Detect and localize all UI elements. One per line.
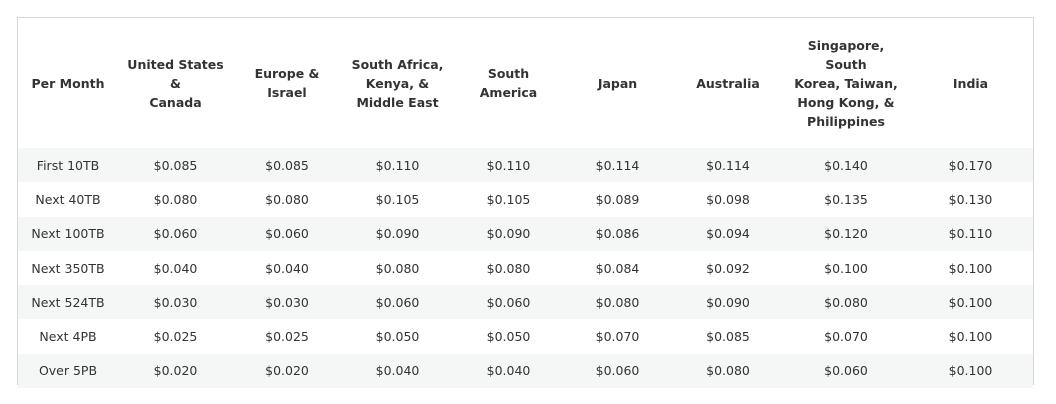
cell-tier: First 10TB — [18, 148, 118, 183]
cell-tier: Next 350TB — [18, 250, 118, 286]
cell-united-states-canada: $0.030 — [118, 285, 233, 320]
cell-singapore-asia: $0.120 — [784, 216, 908, 251]
cell-tier: Next 40TB — [18, 182, 118, 217]
cell-united-states-canada: $0.080 — [118, 182, 233, 217]
cell-united-states-canada: $0.085 — [118, 148, 233, 183]
table-body: First 10TB $0.085 $0.085 $0.110 $0.110 $0.114… — [18, 148, 1033, 389]
table-row: Next 40TB $0.080 $0.080 $0.105 $0.105 $0.089 $… — [18, 182, 1033, 217]
header-south-america: South America — [479, 66, 538, 100]
cell-india: $0.100 — [908, 285, 1033, 320]
cell-south-america: $0.040 — [454, 353, 563, 389]
cell-south-africa-kenya-middle-east: $0.110 — [341, 148, 454, 183]
cell-india: $0.110 — [908, 216, 1033, 251]
cell-tier: Next 100TB — [18, 216, 118, 251]
cell-europe-israel: $0.020 — [233, 353, 341, 389]
cell-japan: $0.070 — [563, 319, 672, 354]
cell-singapore-asia: $0.140 — [784, 148, 908, 183]
cell-singapore-asia: $0.070 — [784, 319, 908, 354]
cell-europe-israel: $0.085 — [233, 148, 341, 183]
header-south-africa-kenya-middle-east: South Africa, Kenya, & Middle East — [351, 56, 444, 110]
pricing-table-frame: Per Month United States & Canada Europe … — [17, 17, 1034, 389]
cell-tier: Next 524TB — [18, 285, 118, 320]
cell-singapore-asia: $0.080 — [784, 285, 908, 320]
cell-india: $0.130 — [908, 182, 1033, 217]
table-row: Next 4PB $0.025 $0.025 $0.050 $0.050 $0.070 $0… — [18, 319, 1033, 354]
cell-singapore-asia: $0.100 — [784, 250, 908, 286]
header-per-month: Per Month — [31, 75, 105, 91]
cell-japan: $0.114 — [563, 148, 672, 183]
cell-south-america: $0.050 — [454, 319, 563, 354]
cell-japan: $0.060 — [563, 353, 672, 389]
cell-australia: $0.090 — [672, 285, 784, 320]
cell-south-america: $0.110 — [454, 148, 563, 183]
header-row: Per Month United States & Canada Europe … — [18, 18, 1033, 148]
cell-japan: $0.086 — [563, 216, 672, 251]
header-japan: Japan — [597, 75, 638, 91]
cell-south-america: $0.105 — [454, 182, 563, 217]
cell-south-africa-kenya-middle-east: $0.105 — [341, 182, 454, 217]
cell-south-america: $0.060 — [454, 285, 563, 320]
cell-tier: Next 4PB — [18, 319, 118, 354]
table-row: Next 524TB $0.030 $0.030 $0.060 $0.060 $0.080… — [18, 285, 1033, 320]
cell-australia: $0.085 — [672, 319, 784, 354]
cell-japan: $0.089 — [563, 182, 672, 217]
cell-singapore-asia: $0.135 — [784, 182, 908, 217]
header-singapore-asia: Singapore, South Korea, Taiwan, Hong Kon… — [794, 37, 898, 129]
cell-united-states-canada: $0.025 — [118, 319, 233, 354]
table-row: Next 350TB $0.040 $0.040 $0.080 $0.080 $0.084… — [18, 250, 1033, 286]
cell-india: $0.170 — [908, 148, 1033, 183]
cell-japan: $0.084 — [563, 250, 672, 286]
cell-south-africa-kenya-middle-east: $0.060 — [341, 285, 454, 320]
cell-australia: $0.080 — [672, 353, 784, 389]
cell-australia: $0.114 — [672, 148, 784, 183]
cell-united-states-canada: $0.020 — [118, 353, 233, 389]
table-row: First 10TB $0.085 $0.085 $0.110 $0.110 $0.114… — [18, 148, 1033, 183]
header-australia: Australia — [696, 75, 760, 91]
header-united-states-canada: United States & Canada — [127, 56, 224, 110]
cell-singapore-asia: $0.060 — [784, 353, 908, 389]
cell-south-america: $0.080 — [454, 250, 563, 286]
table-header: Per Month United States & Canada Europe … — [18, 18, 1033, 148]
cell-south-america: $0.090 — [454, 216, 563, 251]
cell-south-africa-kenya-middle-east: $0.040 — [341, 353, 454, 389]
cell-australia: $0.092 — [672, 250, 784, 286]
cell-japan: $0.080 — [563, 285, 672, 320]
table-row: Next 100TB $0.060 $0.060 $0.090 $0.090 $0.086… — [18, 216, 1033, 251]
cell-europe-israel: $0.025 — [233, 319, 341, 354]
cell-india: $0.100 — [908, 250, 1033, 286]
cell-united-states-canada: $0.040 — [118, 250, 233, 286]
cell-india: $0.100 — [908, 319, 1033, 354]
header-europe-israel: Europe & Israel — [254, 66, 320, 100]
header-india: India — [952, 75, 989, 91]
cell-europe-israel: $0.040 — [233, 250, 341, 286]
pricing-table: Per Month United States & Canada Europe … — [18, 18, 1033, 389]
cell-tier: Over 5PB — [18, 353, 118, 389]
cell-south-africa-kenya-middle-east: $0.050 — [341, 319, 454, 354]
cell-europe-israel: $0.080 — [233, 182, 341, 217]
cell-south-africa-kenya-middle-east: $0.080 — [341, 250, 454, 286]
cell-europe-israel: $0.060 — [233, 216, 341, 251]
cell-south-africa-kenya-middle-east: $0.090 — [341, 216, 454, 251]
cell-australia: $0.098 — [672, 182, 784, 217]
table-row: Over 5PB $0.020 $0.020 $0.040 $0.040 $0.060 $0… — [18, 353, 1033, 389]
cell-australia: $0.094 — [672, 216, 784, 251]
cell-india: $0.100 — [908, 353, 1033, 389]
cell-united-states-canada: $0.060 — [118, 216, 233, 251]
cell-europe-israel: $0.030 — [233, 285, 341, 320]
